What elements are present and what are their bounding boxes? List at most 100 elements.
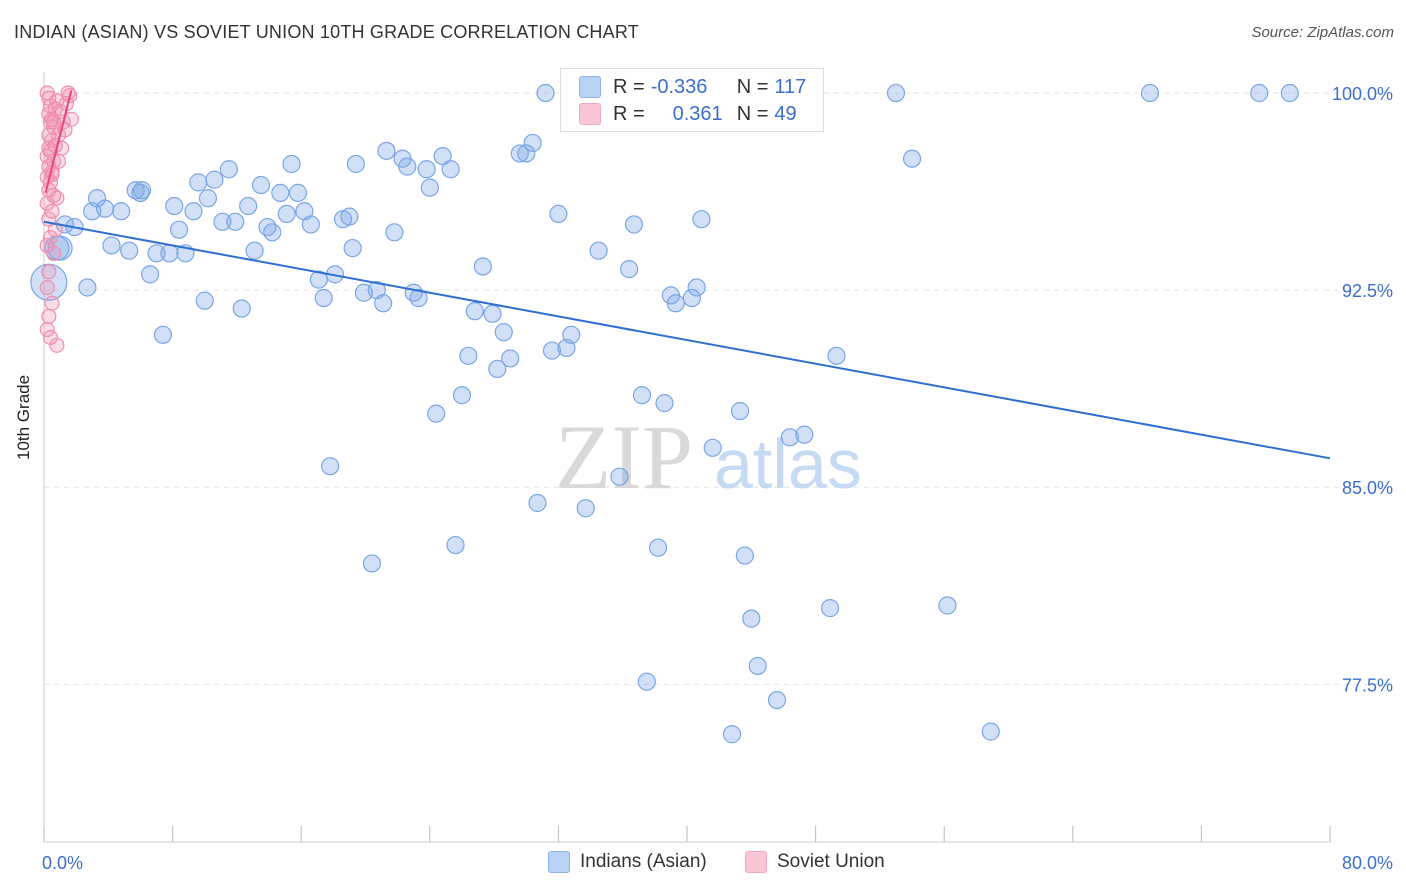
legend-item-indians: Indians (Asian) xyxy=(548,851,707,873)
point-soviet xyxy=(39,279,55,296)
point-indians xyxy=(140,265,160,284)
point-indians xyxy=(198,189,218,208)
point-indians xyxy=(510,144,529,163)
point-indians xyxy=(827,346,846,365)
point-soviet xyxy=(42,114,59,130)
n-value: 117 xyxy=(774,75,807,98)
point-indians xyxy=(78,278,97,297)
stats-row-indians: R = -0.336 N = 117 xyxy=(579,74,806,100)
point-soviet xyxy=(47,222,63,238)
point-indians xyxy=(692,210,711,229)
point-indians xyxy=(427,404,446,423)
point-indians xyxy=(610,467,629,486)
point-soviet xyxy=(60,85,76,101)
point-indians xyxy=(205,170,224,189)
point-indians xyxy=(465,302,484,321)
point-indians xyxy=(340,207,359,226)
r-label: R = xyxy=(613,75,645,98)
x-tick-label: 0.0% xyxy=(42,853,83,873)
n-label: N = xyxy=(736,102,769,125)
point-indians xyxy=(648,538,668,557)
point-indians xyxy=(542,341,562,360)
point-soviet xyxy=(39,195,55,211)
source-note: Source: ZipAtlas.com xyxy=(1251,24,1394,41)
point-indians xyxy=(735,546,754,565)
point-indians xyxy=(483,304,502,323)
point-indians xyxy=(126,181,145,200)
n-value: 49 xyxy=(774,102,797,125)
point-indians xyxy=(523,133,542,153)
r-label: R = xyxy=(613,102,645,125)
point-indians xyxy=(131,183,150,202)
point-indians xyxy=(153,325,173,344)
point-indians xyxy=(446,535,465,555)
point-indians xyxy=(420,178,439,197)
point-indians xyxy=(258,217,277,237)
chart-title: INDIAN (ASIAN) VS SOVIET UNION 10TH GRAD… xyxy=(14,22,639,42)
point-indians xyxy=(343,238,362,258)
r-value: 0.361 xyxy=(672,102,723,125)
point-indians xyxy=(95,199,115,218)
point-indians xyxy=(417,160,436,179)
point-indians xyxy=(666,294,685,313)
point-indians xyxy=(441,160,460,179)
point-indians xyxy=(981,722,1000,741)
point-indians xyxy=(47,235,73,261)
point-indians xyxy=(165,196,184,216)
y-tick-label: 77.5% xyxy=(1342,675,1393,695)
point-indians xyxy=(277,204,296,224)
point-indians xyxy=(301,215,320,234)
point-indians xyxy=(245,241,264,260)
point-indians xyxy=(433,146,452,166)
point-indians xyxy=(282,154,301,174)
point-indians xyxy=(102,236,121,255)
swatch-indians xyxy=(579,76,601,98)
legend-swatch-soviet xyxy=(745,851,767,873)
point-soviet xyxy=(41,140,57,156)
point-indians xyxy=(562,325,581,344)
point-indians xyxy=(488,359,507,379)
point-indians xyxy=(517,144,536,163)
point-indians xyxy=(624,215,644,234)
point-soviet xyxy=(49,337,65,353)
point-indians xyxy=(795,425,814,444)
point-indians xyxy=(398,157,417,176)
point-indians xyxy=(195,291,214,310)
point-soviet xyxy=(47,101,63,117)
point-indians xyxy=(902,149,922,168)
point-indians xyxy=(309,270,328,289)
point-indians xyxy=(632,386,652,405)
point-indians xyxy=(820,599,840,618)
point-indians xyxy=(549,204,568,224)
point-indians xyxy=(722,725,742,744)
trend-line-soviet xyxy=(44,90,73,194)
x-tick-label: 80.0% xyxy=(1342,853,1393,873)
y-tick-label: 92.5% xyxy=(1342,281,1393,301)
n-label: N = xyxy=(736,75,769,98)
stats-row-soviet: R = 0.361 N = 49 xyxy=(579,101,797,127)
point-indians xyxy=(655,394,674,413)
point-indians xyxy=(385,223,404,242)
point-indians xyxy=(362,554,382,573)
point-soviet xyxy=(42,229,59,246)
point-indians xyxy=(232,299,251,318)
point-indians xyxy=(120,241,139,260)
point-indians xyxy=(528,493,547,513)
point-soviet xyxy=(46,245,62,261)
point-indians xyxy=(620,259,639,279)
point-indians xyxy=(938,596,957,615)
point-soviet xyxy=(44,203,60,219)
watermark-atlas: atlas xyxy=(714,425,862,503)
point-indians xyxy=(377,141,396,160)
point-indians xyxy=(494,323,513,342)
legend-item-soviet: Soviet Union xyxy=(745,851,885,873)
point-indians xyxy=(459,346,478,365)
point-indians xyxy=(147,244,166,263)
point-indians xyxy=(637,672,656,691)
point-indians xyxy=(263,223,282,242)
point-indians xyxy=(219,160,238,179)
point-soviet xyxy=(41,308,57,325)
point-indians xyxy=(409,288,428,308)
point-indians xyxy=(1280,83,1299,103)
